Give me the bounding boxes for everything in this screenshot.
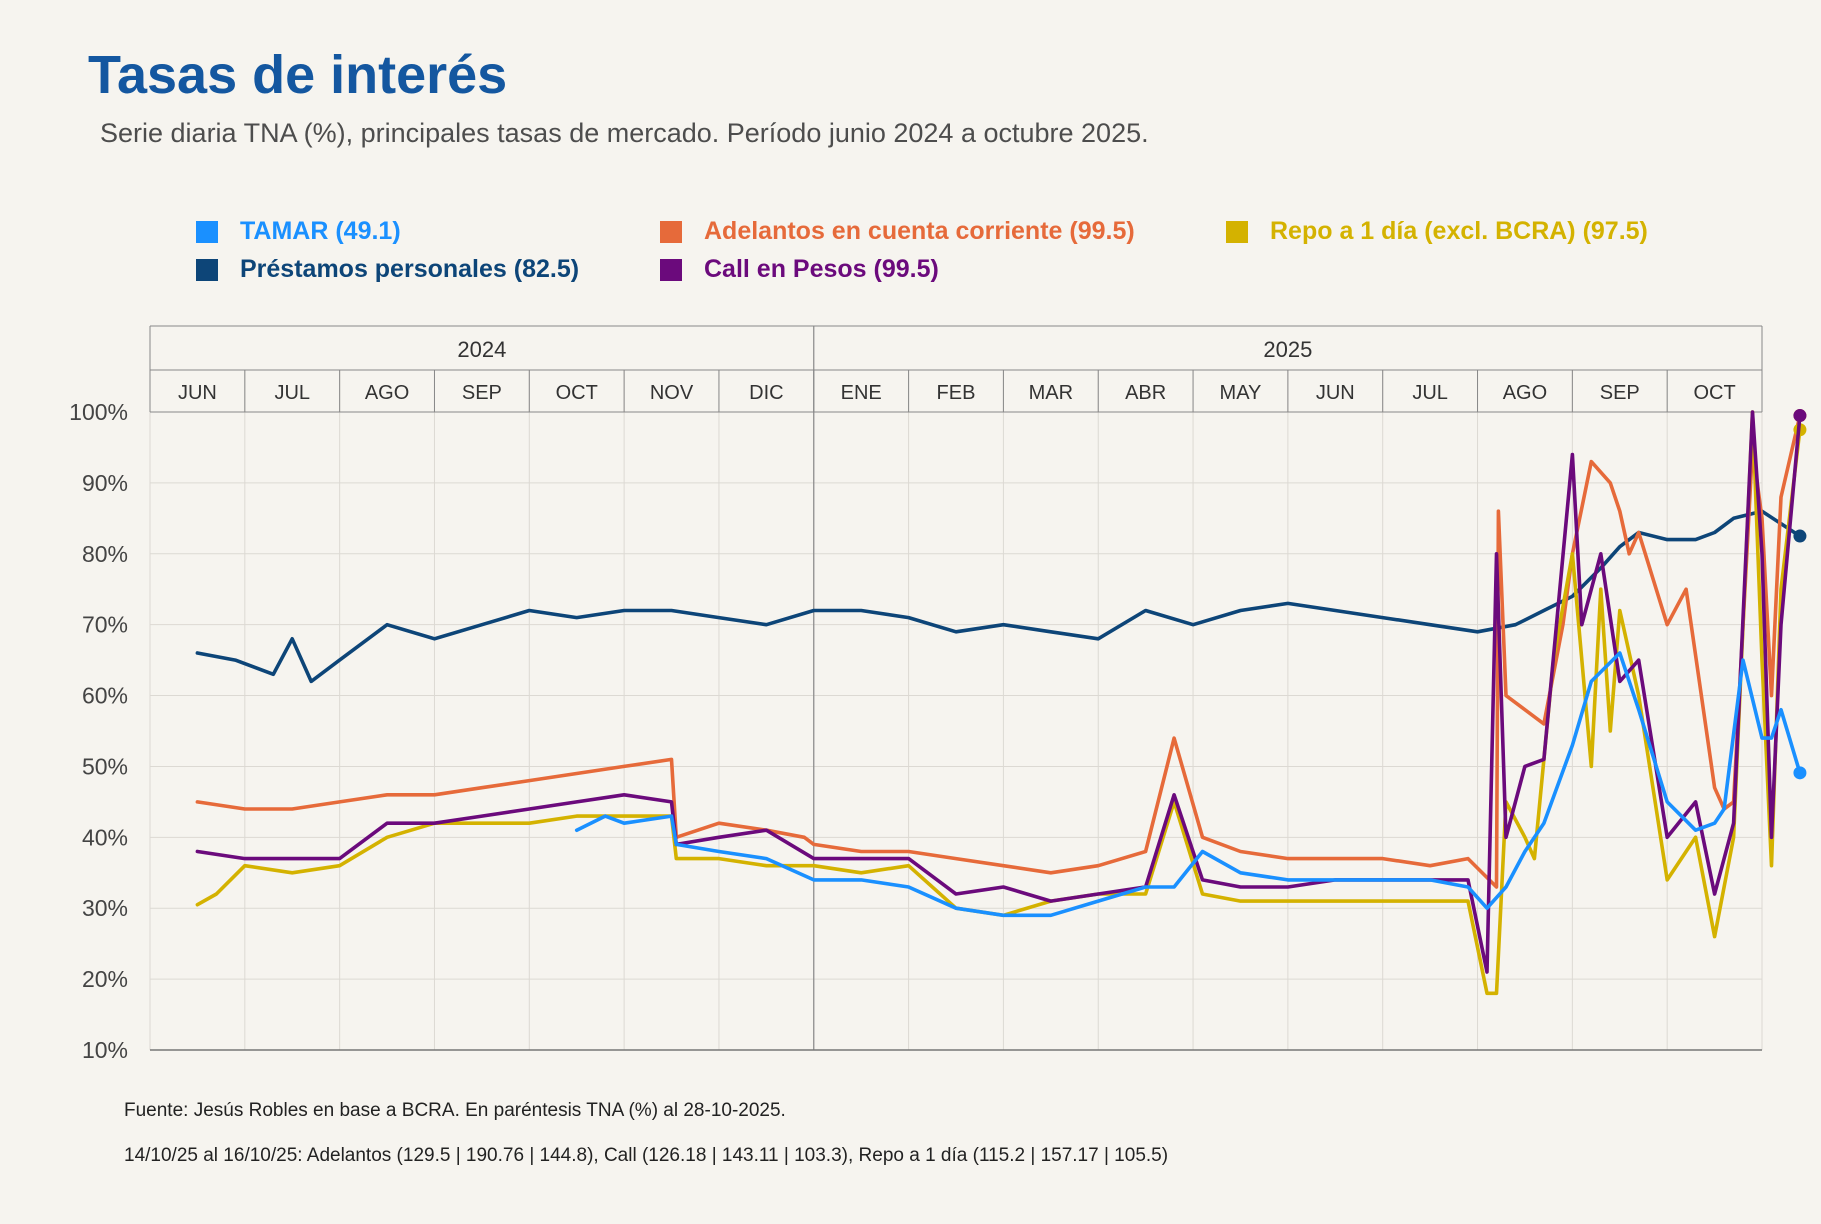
month-label: JUN: [178, 382, 217, 404]
month-label: JUN: [1316, 382, 1355, 404]
legend-item-prestamos: Préstamos personales (82.5): [196, 255, 579, 284]
legend-item-tamar: TAMAR (49.1): [196, 217, 401, 246]
y-tick-label: 30%: [82, 895, 128, 921]
legend-swatch-prestamos: [196, 258, 218, 281]
y-tick-label: 10%: [82, 1037, 128, 1063]
month-label: MAR: [1029, 382, 1073, 404]
legend-swatch-tamar: [196, 220, 218, 243]
legend-item-call: Call en Pesos (99.5): [660, 255, 939, 284]
legend-item-repo: Repo a 1 día (excl. BCRA) (97.5): [1226, 217, 1648, 246]
legend-item-adelantos: Adelantos en cuenta corriente (99.5): [660, 217, 1135, 246]
legend-label-prestamos: Préstamos personales (82.5): [240, 255, 580, 283]
series-end-point-3: [1793, 409, 1807, 423]
chart-title: Tasas de interés: [88, 45, 508, 105]
chart-subtitle: Serie diaria TNA (%), principales tasas …: [100, 118, 1149, 148]
year-label: 2025: [1263, 337, 1312, 362]
legend-label-call: Call en Pesos (99.5): [704, 255, 939, 283]
legend-swatch-adelantos: [660, 220, 682, 243]
y-tick-label: 40%: [82, 824, 128, 850]
month-label: SEP: [462, 382, 502, 404]
y-tick-label: 90%: [82, 470, 128, 496]
series-line-0: [195, 509, 1802, 684]
y-tick-label: 60%: [82, 683, 128, 709]
month-label: AGO: [365, 382, 409, 404]
series-line-2: [195, 410, 1802, 996]
values-note: 14/10/25 al 16/10/25: Adelantos (129.5 |…: [124, 1145, 1169, 1166]
legend-label-tamar: TAMAR (49.1): [240, 217, 401, 245]
month-label: ENE: [841, 382, 882, 404]
series-line-3: [195, 410, 1802, 974]
month-label: FEB: [937, 382, 976, 404]
series-end-point-4: [1793, 766, 1807, 780]
month-label: OCT: [556, 382, 598, 404]
y-tick-label: 80%: [82, 541, 128, 567]
month-label: OCT: [1693, 382, 1735, 404]
month-label: ABR: [1125, 382, 1166, 404]
month-label: JUL: [1412, 382, 1448, 404]
series-line-1: [195, 413, 1802, 889]
series-end-point-0: [1793, 529, 1807, 543]
month-label: DIC: [749, 382, 783, 404]
y-tick-label: 70%: [82, 612, 128, 638]
legend-label-adelantos: Adelantos en cuenta corriente (99.5): [704, 217, 1135, 245]
legend-swatch-call: [660, 258, 682, 281]
month-label: SEP: [1600, 382, 1640, 404]
source-note: Fuente: Jesús Robles en base a BCRA. En …: [124, 1100, 786, 1121]
legend-swatch-repo: [1226, 220, 1248, 243]
month-label: AGO: [1503, 382, 1547, 404]
legend-label-repo: Repo a 1 día (excl. BCRA) (97.5): [1270, 217, 1648, 245]
y-tick-label: 100%: [69, 399, 128, 425]
month-label: JUL: [274, 382, 310, 404]
year-label: 2024: [457, 337, 506, 362]
month-label: NOV: [650, 382, 694, 404]
month-label: MAY: [1220, 382, 1262, 404]
y-tick-label: 50%: [82, 753, 128, 779]
series-line-4: [574, 651, 1802, 918]
y-tick-label: 20%: [82, 966, 128, 992]
